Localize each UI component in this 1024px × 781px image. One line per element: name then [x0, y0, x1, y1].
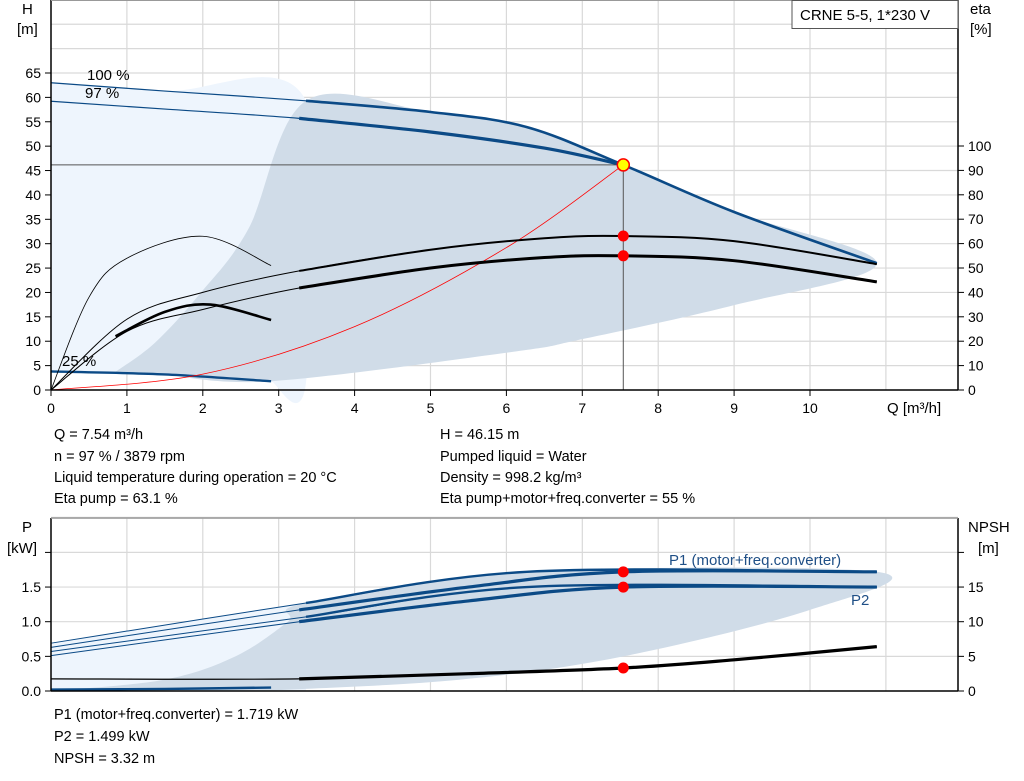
title-box: CRNE 5-5, 1*230 V — [791, 0, 959, 29]
speed-label-97: 97 % — [85, 85, 119, 102]
info-p2: P2 = 1.499 kW — [54, 729, 150, 745]
h-axis-label: H — [22, 1, 33, 18]
operating-range-region — [114, 93, 877, 383]
duty-point-eta-total — [617, 250, 629, 262]
info-eta-total: Eta pump+motor+freq.converter = 55 % — [440, 491, 695, 507]
p2-curve-label: P2 — [851, 592, 869, 609]
duty-point-markers — [616, 158, 631, 674]
x-tick-label: 3 — [275, 400, 283, 416]
x-tick-label: 5 — [427, 400, 435, 416]
eta-tick-label: 20 — [968, 333, 984, 349]
eta-tick-label: 30 — [968, 309, 984, 325]
info-temperature: Liquid temperature during operation = 20… — [54, 470, 337, 486]
h-tick-label: 55 — [25, 114, 41, 130]
eta-tick-label: 0 — [968, 382, 976, 398]
efficiency-curve — [50, 235, 272, 391]
q-axis-label: Q [m³/h] — [887, 400, 941, 417]
h-tick-label: 50 — [25, 138, 41, 154]
h-axis-unit: [m] — [17, 21, 38, 38]
h-tick-label: 40 — [25, 187, 41, 203]
eta-axis-label: eta — [970, 1, 992, 18]
eta-tick-label: 100 — [968, 138, 992, 154]
speed-label-100: 100 % — [87, 67, 130, 84]
x-tick-label: 6 — [503, 400, 511, 416]
head-curve-25 — [50, 370, 272, 383]
info-p1: P1 (motor+freq.converter) = 1.719 kW — [54, 707, 298, 723]
info-liquid: Pumped liquid = Water — [440, 449, 587, 465]
info-eta-pump: Eta pump = 63.1 % — [54, 491, 178, 507]
h-tick-label: 0 — [33, 382, 41, 398]
x-tick-label: 4 — [351, 400, 359, 416]
axes: 0 1 2 3 4 5 6 7 8 9 100510152025303540455055606501… — [22, 0, 992, 699]
h-tick-label: 45 — [25, 163, 41, 179]
duty-point-p2 — [617, 581, 629, 593]
p-tick-label: 0.5 — [22, 648, 42, 664]
info-npsh: NPSH = 3.32 m — [54, 751, 155, 767]
eta-tick-label: 70 — [968, 211, 984, 227]
curves — [50, 82, 878, 691]
info-head: H = 46.15 m — [440, 427, 519, 443]
h-tick-label: 5 — [33, 358, 41, 374]
p-tick-label: 1.0 — [22, 614, 42, 630]
npsh-tick-label: 0 — [968, 683, 976, 699]
eta-tick-label: 90 — [968, 162, 984, 178]
x-tick-label: 10 — [802, 400, 818, 416]
info-flow: Q = 7.54 m³/h — [54, 427, 143, 443]
efficiency-curve-operating — [298, 254, 878, 290]
duty-point-eta-pump — [617, 230, 629, 242]
x-tick-label: 8 — [654, 400, 662, 416]
eta-tick-label: 40 — [968, 284, 984, 300]
info-top-right: H = 46.15 m Pumped liquid = Water Densit… — [440, 427, 695, 507]
h-tick-label: 15 — [25, 309, 41, 325]
npsh-axis-unit: [m] — [978, 540, 999, 557]
info-bottom: P1 (motor+freq.converter) = 1.719 kW P2 … — [54, 707, 298, 767]
info-density: Density = 998.2 kg/m³ — [440, 470, 582, 486]
p-axis-unit: [kW] — [7, 540, 37, 557]
npsh-tick-label: 5 — [968, 648, 976, 664]
npsh-tick-label: 15 — [968, 579, 984, 595]
x-tick-label: 2 — [199, 400, 207, 416]
efficiency-curve-operating — [299, 234, 877, 272]
info-top-left: Q = 7.54 m³/h n = 97 % / 3879 rpm Liquid… — [54, 427, 337, 507]
p-axis-label: P — [22, 519, 32, 536]
power-curve-operating — [305, 568, 877, 605]
x-tick-label: 1 — [123, 400, 131, 416]
speed-label-25: 25 % — [62, 353, 96, 370]
p1-curve-label: P1 (motor+freq.converter) — [669, 552, 841, 569]
power-curve — [50, 686, 272, 691]
x-tick-label: 7 — [578, 400, 586, 416]
head-curve-operating — [305, 99, 878, 265]
operating-range-region — [51, 567, 893, 691]
npsh-tick-label: 10 — [968, 614, 984, 630]
eta-tick-label: 50 — [968, 260, 984, 276]
p-tick-label: 0.0 — [22, 683, 42, 699]
h-tick-label: 10 — [25, 333, 41, 349]
eta-tick-label: 60 — [968, 236, 984, 252]
h-tick-label: 30 — [25, 236, 41, 252]
duty-point-head — [616, 158, 631, 172]
info-speed: n = 97 % / 3879 rpm — [54, 449, 185, 465]
h-tick-label: 20 — [25, 284, 41, 300]
head-curve-operating — [299, 116, 624, 167]
operating-regions — [42, 77, 893, 691]
h-tick-label: 25 — [25, 260, 41, 276]
eta-tick-label: 10 — [968, 358, 984, 374]
npsh-axis-label: NPSH — [968, 519, 1010, 536]
duty-point-p1 — [617, 566, 629, 578]
duty-point-npsh — [617, 662, 629, 674]
pump-model-label: CRNE 5-5, 1*230 V — [800, 7, 930, 24]
npsh-curve-operating — [299, 645, 877, 681]
system-curve — [50, 164, 624, 391]
h-tick-label: 65 — [25, 65, 41, 81]
h-tick-label: 60 — [25, 89, 41, 105]
p-tick-label: 1.5 — [22, 579, 42, 595]
eta-tick-label: 80 — [968, 187, 984, 203]
x-tick-label: 9 — [730, 400, 738, 416]
efficiency-curve — [114, 303, 272, 338]
x-tick-label: 0 — [47, 400, 55, 416]
power-curve-operating — [305, 583, 877, 619]
h-tick-label: 35 — [25, 211, 41, 227]
eta-axis-unit: [%] — [970, 21, 992, 38]
